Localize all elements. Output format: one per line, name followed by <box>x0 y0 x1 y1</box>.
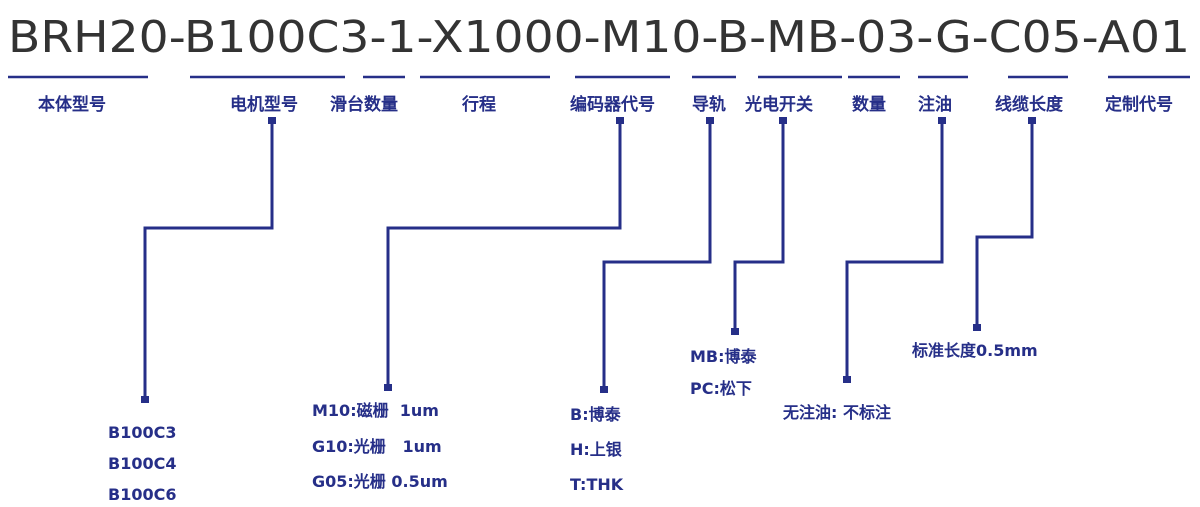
cable-options: 标准长度0.5mm <box>911 341 1038 360</box>
option-text: T:THK <box>570 475 624 494</box>
option-text: MB:博泰 <box>690 347 758 366</box>
connector-encoder <box>384 117 624 391</box>
label-motor-model: 电机型号 <box>230 94 298 115</box>
photo-switch-options: MB:博泰 PC:松下 <box>690 347 758 398</box>
option-text: G05:光栅 0.5um <box>312 472 448 491</box>
option-text: PC:松下 <box>690 379 752 398</box>
option-text: B100C4 <box>108 454 176 473</box>
segment-labels: 本体型号 电机型号 滑台数量 行程 编码器代号 导轨 光电开关 数量 注油 线缆… <box>38 94 1173 115</box>
connector-rail <box>600 117 714 393</box>
rail-options: B:博泰 H:上银 T:THK <box>570 405 624 494</box>
label-encoder: 编码器代号 <box>570 94 655 115</box>
option-text: G10:光栅 1um <box>312 437 442 456</box>
option-text: B100C3 <box>108 423 176 442</box>
connectors <box>141 117 1036 403</box>
label-quantity: 数量 <box>852 94 886 115</box>
label-photo-switch: 光电开关 <box>744 94 813 115</box>
model-code: BRH20-B100C3-1-X1000-M10-B-MB-03-G-C05-A… <box>8 12 1190 63</box>
connector-cable <box>973 117 1036 331</box>
label-custom-code: 定制代号 <box>1105 94 1173 115</box>
option-text: M10:磁栅 1um <box>312 401 439 420</box>
option-text: B:博泰 <box>570 405 622 424</box>
connector-oil <box>843 117 946 383</box>
motor-options: B100C3 B100C4 B100C6 <box>108 423 176 504</box>
label-slide-count: 滑台数量 <box>330 94 398 115</box>
label-rail: 导轨 <box>692 94 726 115</box>
label-oil: 注油 <box>918 94 952 115</box>
label-stroke: 行程 <box>461 94 496 115</box>
option-text: 无注油: 不标注 <box>782 403 891 422</box>
label-cable-length: 线缆长度 <box>995 94 1064 115</box>
option-text: H:上银 <box>570 440 623 459</box>
connector-photo-switch <box>731 117 787 335</box>
encoder-options: M10:磁栅 1um G10:光栅 1um G05:光栅 0.5um <box>312 401 448 491</box>
label-body-model: 本体型号 <box>38 94 106 115</box>
option-text: B100C6 <box>108 485 176 504</box>
connector-motor <box>141 117 276 403</box>
oil-options: 无注油: 不标注 <box>782 403 891 422</box>
option-text: 标准长度0.5mm <box>911 341 1038 360</box>
